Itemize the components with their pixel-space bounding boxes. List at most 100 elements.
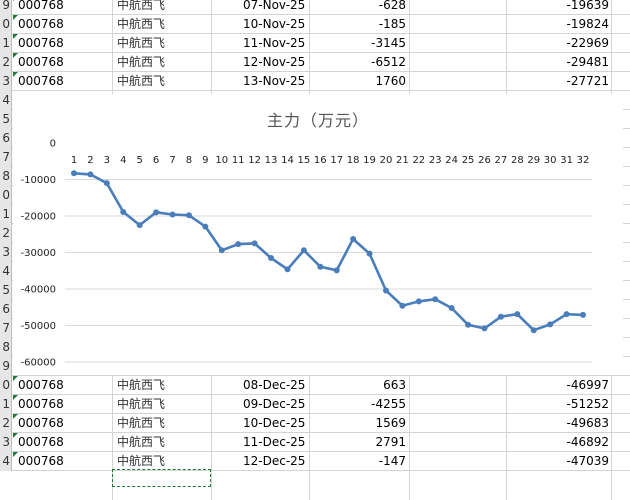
row-number[interactable]: 6 [0, 129, 12, 148]
stock-code-cell[interactable]: 000768 [18, 55, 64, 69]
date-cell[interactable]: 10-Dec-25 [243, 416, 306, 430]
stock-name-cell[interactable]: 中航西飞 [117, 435, 166, 449]
stock-name-cell[interactable]: 中航西飞 [117, 0, 166, 12]
stock-code-cell[interactable]: 000768 [18, 454, 64, 468]
row-number[interactable]: 8 [0, 338, 12, 357]
row-number[interactable]: 3 [0, 72, 12, 91]
main-flow-cell[interactable]: -3145 [371, 36, 406, 50]
line-chart[interactable]: 主力（万元） 0 -10000 -20000 -30000 -40000 -50000 -6… [13, 94, 623, 375]
cumulative-cell[interactable]: -29481 [566, 55, 609, 69]
stock-name-cell[interactable]: 中航西飞 [117, 378, 166, 392]
row-number[interactable]: 3 [0, 433, 12, 452]
data-point [218, 247, 225, 254]
stock-code-cell[interactable]: 000768 [18, 17, 64, 31]
table-row[interactable]: 2 000768 中航西飞 12-Nov-25 -6512 -29481 [0, 53, 630, 72]
main-flow-cell[interactable]: 2791 [375, 435, 406, 449]
date-cell[interactable]: 12-Nov-25 [243, 55, 306, 69]
main-flow-cell[interactable]: 1760 [375, 74, 406, 88]
x-tick-label: 12 [248, 155, 261, 166]
y-tick-label: 0 [50, 139, 56, 150]
row-number[interactable]: 0 [0, 186, 12, 205]
row-number[interactable]: 0 [0, 376, 12, 395]
cumulative-cell[interactable]: -46997 [566, 378, 609, 392]
stock-name-cell[interactable]: 中航西飞 [117, 416, 166, 430]
main-flow-cell[interactable]: -4255 [371, 397, 406, 411]
stock-code-cell[interactable]: 000768 [18, 378, 64, 392]
date-cell[interactable]: 11-Nov-25 [243, 36, 306, 50]
row-number[interactable]: 7 [0, 319, 12, 338]
table-row[interactable]: 3 000768 中航西飞 11-Dec-25 2791 -46892 [0, 433, 630, 452]
table-row[interactable]: 4 000768 中航西飞 12-Dec-25 -147 -47039 [0, 452, 630, 471]
row-number[interactable]: 1 [0, 395, 12, 414]
row-number[interactable]: 4 [0, 262, 12, 281]
stock-code-cell[interactable]: 000768 [18, 74, 64, 88]
main-flow-cell[interactable]: -185 [378, 17, 406, 31]
table-row[interactable]: 3 000768 中航西飞 13-Nov-25 1760 -27721 [0, 72, 630, 91]
cumulative-cell[interactable]: -19824 [566, 17, 609, 31]
main-flow-cell[interactable]: -628 [378, 0, 406, 12]
cumulative-cell[interactable]: -51252 [566, 397, 609, 411]
date-cell[interactable]: 07-Nov-25 [243, 0, 306, 12]
table-row[interactable]: 0 000768 中航西飞 08-Dec-25 663 -46997 [0, 376, 630, 395]
row-number[interactable]: 2 [0, 53, 12, 72]
row-number[interactable]: 6 [0, 300, 12, 319]
stock-code-cell[interactable]: 000768 [18, 397, 64, 411]
active-cell-selection[interactable] [112, 469, 211, 487]
cumulative-cell[interactable]: -49683 [566, 416, 609, 430]
stock-name-cell[interactable]: 中航西飞 [117, 55, 166, 69]
data-point [202, 223, 209, 230]
stock-name-cell[interactable]: 中航西飞 [117, 36, 166, 50]
row-number[interactable]: 0 [0, 15, 12, 34]
table-row[interactable]: 0 000768 中航西飞 10-Nov-25 -185 -19824 [0, 15, 630, 34]
table-row[interactable]: 1 000768 中航西飞 11-Nov-25 -3145 -22969 [0, 34, 630, 53]
data-point [103, 180, 110, 187]
date-cell[interactable]: 11-Dec-25 [243, 435, 306, 449]
row-number[interactable]: 2 [0, 414, 12, 433]
x-tick-label: 4 [120, 155, 126, 166]
stock-name-cell[interactable]: 中航西飞 [117, 397, 166, 411]
row-number[interactable]: 2 [0, 224, 12, 243]
row-number[interactable]: 8 [0, 167, 12, 186]
date-cell[interactable]: 13-Nov-25 [243, 74, 306, 88]
stock-code-cell[interactable]: 000768 [18, 0, 64, 12]
error-indicator-icon [13, 15, 18, 20]
main-flow-cell[interactable]: 663 [383, 378, 406, 392]
date-cell[interactable]: 12-Dec-25 [243, 454, 306, 468]
row-number[interactable]: 5 [0, 110, 12, 129]
cumulative-cell[interactable]: -27721 [566, 74, 609, 88]
cumulative-cell[interactable]: -19639 [566, 0, 609, 12]
stock-name-cell[interactable]: 中航西飞 [117, 17, 166, 31]
row-number[interactable]: 9 [0, 357, 12, 376]
data-point [432, 296, 439, 303]
row-number[interactable]: 4 [0, 452, 12, 471]
error-indicator-icon [13, 0, 18, 1]
row-number[interactable]: 9 [0, 0, 12, 15]
stock-name-cell[interactable]: 中航西飞 [117, 74, 166, 88]
row-number[interactable]: 3 [0, 243, 12, 262]
row-number[interactable]: 5 [0, 281, 12, 300]
table-row[interactable]: 1 000768 中航西飞 09-Dec-25 -4255 -51252 [0, 395, 630, 414]
table-row[interactable]: 2 000768 中航西飞 10-Dec-25 1569 -49683 [0, 414, 630, 433]
data-point [284, 266, 291, 273]
stock-code-cell[interactable]: 000768 [18, 435, 64, 449]
cumulative-cell[interactable]: -46892 [566, 435, 609, 449]
row-number[interactable]: 1 [0, 205, 12, 224]
stock-code-cell[interactable]: 000768 [18, 416, 64, 430]
date-cell[interactable]: 10-Nov-25 [243, 17, 306, 31]
error-indicator-icon [13, 414, 18, 419]
table-row[interactable]: 9 000768 中航西飞 07-Nov-25 -628 -19639 [0, 0, 630, 15]
row-number[interactable]: 1 [0, 34, 12, 53]
main-flow-cell[interactable]: -147 [378, 454, 406, 468]
stock-name-cell[interactable]: 中航西飞 [117, 454, 166, 468]
date-cell[interactable]: 08-Dec-25 [243, 378, 306, 392]
main-flow-cell[interactable]: 1569 [375, 416, 406, 430]
row-number[interactable]: 7 [0, 148, 12, 167]
data-point [514, 311, 521, 318]
cumulative-cell[interactable]: -22969 [566, 36, 609, 50]
row-number[interactable]: 4 [0, 91, 12, 110]
stock-code-cell[interactable]: 000768 [18, 36, 64, 50]
cumulative-cell[interactable]: -47039 [566, 454, 609, 468]
date-cell[interactable]: 09-Dec-25 [243, 397, 306, 411]
data-point [497, 313, 504, 320]
main-flow-cell[interactable]: -6512 [371, 55, 406, 69]
